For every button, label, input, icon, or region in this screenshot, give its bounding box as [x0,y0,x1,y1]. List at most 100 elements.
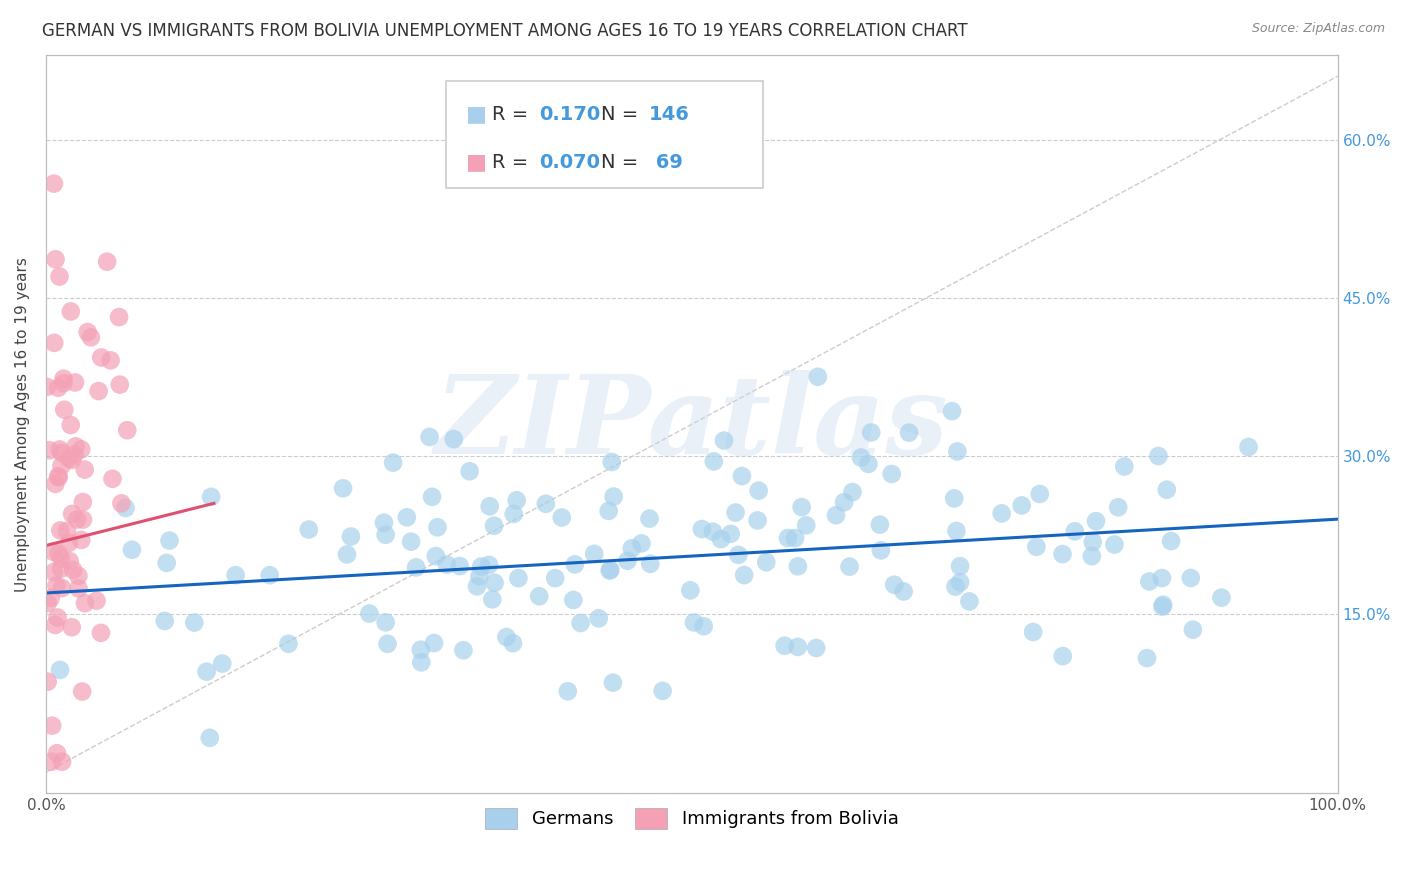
Point [943,491,966,506]
Point [41,719,63,733]
Point [211,657,233,671]
Point [502,636,524,650]
Point [990,507,1012,521]
Point [747,513,769,527]
Point [651,683,673,698]
Point [58,451,80,466]
Point [56,524,79,538]
Text: 146: 146 [650,105,690,124]
Point [1081,535,1104,549]
Point [51,458,73,473]
Point [52,376,75,391]
Point [468,569,491,583]
Point [48,546,70,560]
Point [1114,459,1136,474]
Point [893,584,915,599]
Point [44,618,66,632]
Point [395,510,418,524]
Text: R =: R = [492,153,534,172]
Point [117,423,139,437]
Point [37,674,59,689]
Point [51,446,73,460]
Point [786,640,808,654]
Point [1011,499,1033,513]
Point [426,520,449,534]
Point [484,575,506,590]
Point [49,663,72,677]
Point [957,594,980,608]
Point [773,639,796,653]
Point [399,534,422,549]
Point [60,620,83,634]
Point [63,448,86,462]
Point [443,432,465,446]
Point [70,442,93,457]
Point [1081,549,1104,564]
Point [946,444,969,458]
Point [159,533,181,548]
Point [544,571,567,585]
Text: 69: 69 [650,153,683,172]
Point [551,510,574,524]
Point [336,548,359,562]
Point [858,457,880,471]
Point [425,549,447,563]
Point [277,637,299,651]
Point [49,551,72,566]
Point [110,496,132,510]
Point [44,335,66,350]
Point [70,684,93,698]
Point [195,665,218,679]
Point [405,560,427,574]
Point [638,511,661,525]
Point [949,575,972,590]
Point [1104,537,1126,551]
Point [807,369,830,384]
Point [65,439,87,453]
Point [44,476,66,491]
Point [46,610,69,624]
Point [60,453,83,467]
Point [1085,514,1108,528]
Point [478,558,501,572]
Text: 0.170: 0.170 [540,105,600,124]
Point [1150,571,1173,585]
Point [101,472,124,486]
Point [883,577,905,591]
Point [860,425,883,440]
Point [1052,649,1074,664]
Point [458,464,481,478]
Y-axis label: Unemployment Among Ages 16 to 19 years: Unemployment Among Ages 16 to 19 years [15,257,30,591]
Point [794,518,817,533]
Point [787,559,810,574]
Point [60,507,83,521]
Point [377,637,399,651]
Point [598,504,620,518]
Point [1180,571,1202,585]
Point [690,522,713,536]
Point [481,592,503,607]
Point [67,582,90,596]
Point [76,325,98,339]
Point [73,462,96,476]
Point [121,542,143,557]
Point [602,675,624,690]
Point [569,615,592,630]
Point [382,456,405,470]
Point [59,554,82,568]
Point [183,615,205,630]
Point [630,536,652,550]
Point [48,470,70,484]
Point [482,518,505,533]
Point [1152,598,1174,612]
Point [45,578,67,592]
Point [710,532,733,546]
Point [63,376,86,390]
Point [949,559,972,574]
Point [53,402,76,417]
Point [86,593,108,607]
Point [724,506,747,520]
Point [298,523,321,537]
Point [72,513,94,527]
Point [374,527,396,541]
